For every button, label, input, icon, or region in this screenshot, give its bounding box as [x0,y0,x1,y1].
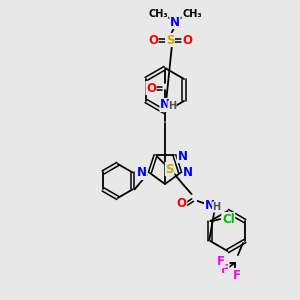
Text: O: O [146,82,156,94]
Text: N: N [160,98,170,112]
Text: CH₃: CH₃ [182,9,202,19]
Text: CH₃: CH₃ [148,9,168,19]
Text: O: O [182,34,192,46]
Text: N: N [137,167,147,179]
Text: F: F [221,262,229,276]
Text: H: H [168,101,176,111]
Text: F: F [217,255,225,268]
Text: F: F [233,268,241,282]
Text: N: N [183,167,193,179]
Text: Cl: Cl [222,213,235,226]
Text: O: O [148,34,158,46]
Text: N: N [205,199,214,212]
Text: S: S [165,163,174,176]
Text: O: O [177,196,187,210]
Text: H: H [212,202,221,212]
Text: N: N [177,150,188,163]
Text: N: N [170,16,180,28]
Text: S: S [166,34,174,46]
